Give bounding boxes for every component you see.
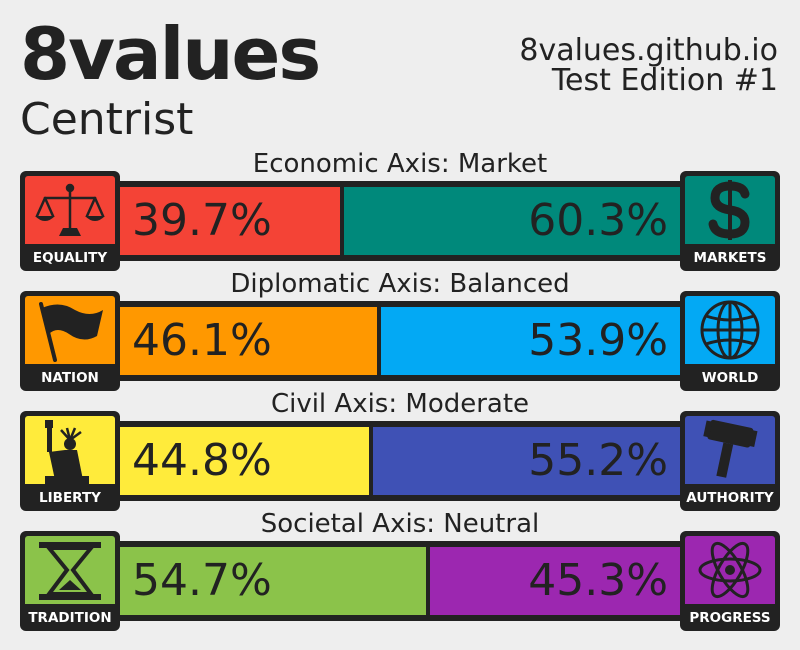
test-edition: Test Edition #1 bbox=[551, 63, 778, 98]
world-icon-box: WORLD bbox=[680, 291, 780, 391]
atom-icon bbox=[685, 536, 775, 604]
tradition-percent: 54.7% bbox=[132, 555, 272, 606]
dollar-icon bbox=[685, 176, 775, 244]
progress-percent: 45.3% bbox=[528, 555, 668, 606]
world-percent: 53.9% bbox=[528, 315, 668, 366]
liberty-icon-box: LIBERTY bbox=[20, 411, 120, 511]
progress-bar bbox=[430, 547, 686, 615]
diplomatic-axis-title: Diplomatic Axis: Balanced bbox=[230, 269, 570, 299]
markets-icon-box: MARKETS bbox=[680, 171, 780, 271]
nation-bar bbox=[116, 307, 377, 375]
world-bar bbox=[381, 307, 686, 375]
societal-axis-bar: 54.7% 45.3% bbox=[110, 541, 692, 621]
civil-axis-bar: 44.8% 55.2% bbox=[110, 421, 692, 501]
world-label: WORLD bbox=[701, 369, 759, 386]
scales-icon bbox=[25, 176, 115, 244]
societal-axis-title: Societal Axis: Neutral bbox=[260, 509, 540, 539]
nation-label: NATION bbox=[41, 369, 99, 386]
diplomatic-axis-bar: 46.1% 53.9% bbox=[110, 301, 692, 381]
authority-icon-box: AUTHORITY bbox=[680, 411, 780, 511]
nation-percent: 46.1% bbox=[132, 315, 272, 366]
liberty-label: LIBERTY bbox=[39, 489, 101, 506]
liberty-bar bbox=[116, 427, 369, 495]
globe-icon bbox=[685, 296, 775, 364]
markets-label: MARKETS bbox=[693, 249, 767, 266]
markets-bar bbox=[344, 187, 686, 255]
authority-percent: 55.2% bbox=[528, 435, 668, 486]
liberty-percent: 44.8% bbox=[132, 435, 272, 486]
nation-icon-box: NATION bbox=[20, 291, 120, 391]
gavel-icon bbox=[685, 416, 775, 484]
statue-of-liberty-icon bbox=[25, 416, 115, 484]
progress-icon-box: PROGRESS bbox=[680, 531, 780, 631]
ideology-result: Centrist bbox=[20, 94, 194, 145]
app-title: 8values bbox=[20, 12, 321, 96]
tradition-label: TRADITION bbox=[28, 609, 112, 626]
equality-label: EQUALITY bbox=[32, 249, 108, 266]
site-url: 8values.github.io bbox=[519, 33, 778, 68]
tradition-bar bbox=[116, 547, 426, 615]
authority-label: AUTHORITY bbox=[686, 489, 774, 506]
equality-bar bbox=[116, 187, 340, 255]
authority-bar bbox=[373, 427, 686, 495]
equality-icon-box: EQUALITY bbox=[20, 171, 120, 271]
civil-axis-title: Civil Axis: Moderate bbox=[270, 389, 530, 419]
flag-icon bbox=[25, 296, 115, 364]
economic-axis-title: Economic Axis: Market bbox=[252, 149, 548, 179]
hourglass-icon bbox=[25, 536, 115, 604]
markets-percent: 60.3% bbox=[528, 195, 668, 246]
tradition-icon-box: TRADITION bbox=[20, 531, 120, 631]
progress-label: PROGRESS bbox=[689, 609, 771, 626]
economic-axis-bar: 39.7% 60.3% bbox=[110, 181, 692, 261]
equality-percent: 39.7% bbox=[132, 195, 272, 246]
